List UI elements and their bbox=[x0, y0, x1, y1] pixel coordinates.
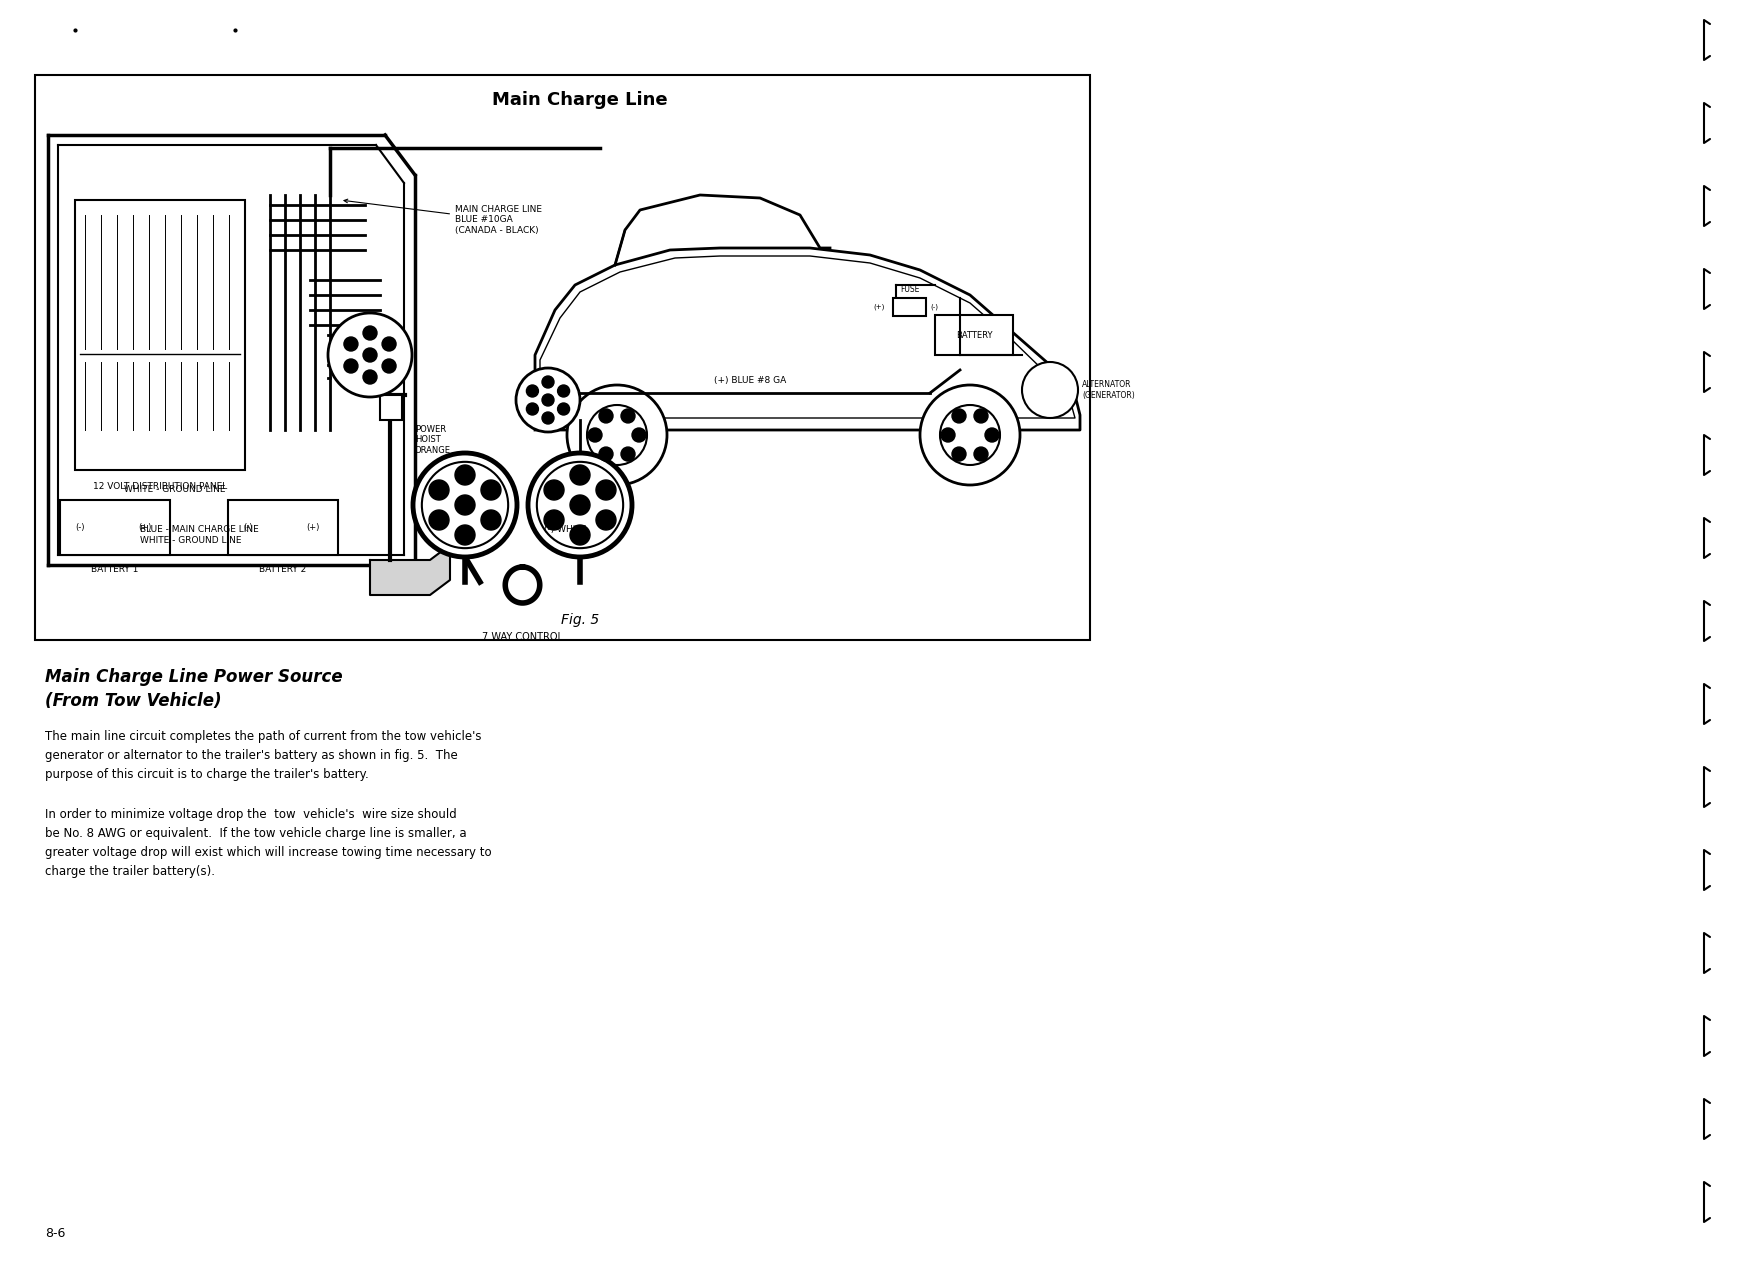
Circle shape bbox=[557, 403, 570, 414]
Circle shape bbox=[587, 405, 647, 465]
Circle shape bbox=[414, 453, 517, 557]
Bar bbox=[934, 315, 1013, 354]
Text: (+): (+) bbox=[307, 523, 319, 532]
Circle shape bbox=[600, 409, 614, 423]
Circle shape bbox=[920, 385, 1020, 484]
Text: 7 WAY CONTROL: 7 WAY CONTROL bbox=[482, 632, 563, 643]
Bar bbox=[380, 395, 401, 419]
Circle shape bbox=[429, 479, 449, 500]
Text: (-): (-) bbox=[244, 523, 252, 532]
Circle shape bbox=[633, 428, 647, 442]
Circle shape bbox=[596, 510, 615, 530]
Text: (+): (+) bbox=[138, 523, 153, 532]
Circle shape bbox=[941, 428, 955, 442]
Bar bbox=[60, 500, 170, 555]
Bar bbox=[35, 75, 1090, 640]
Text: WHITE - GROUND LINE: WHITE - GROUND LINE bbox=[124, 486, 226, 495]
Circle shape bbox=[985, 428, 999, 442]
Circle shape bbox=[328, 312, 412, 397]
Circle shape bbox=[344, 360, 358, 374]
Text: POWER
HOIST
ORANGE: POWER HOIST ORANGE bbox=[415, 425, 451, 455]
Circle shape bbox=[566, 385, 666, 484]
Circle shape bbox=[363, 348, 377, 362]
Circle shape bbox=[344, 337, 358, 351]
Text: (From Tow Vehicle): (From Tow Vehicle) bbox=[46, 692, 221, 710]
Bar bbox=[892, 298, 926, 316]
Text: (-): (-) bbox=[931, 303, 938, 310]
Circle shape bbox=[621, 448, 635, 462]
Text: Fig. 5: Fig. 5 bbox=[561, 613, 600, 627]
Circle shape bbox=[542, 412, 554, 425]
Circle shape bbox=[542, 394, 554, 405]
Circle shape bbox=[363, 370, 377, 384]
Circle shape bbox=[543, 510, 564, 530]
Text: MAIN CHARGE LINE
BLUE #10GA
(CANADA - BLACK): MAIN CHARGE LINE BLUE #10GA (CANADA - BL… bbox=[344, 199, 542, 235]
Text: BATTERY 1: BATTERY 1 bbox=[91, 565, 138, 574]
Polygon shape bbox=[535, 249, 1080, 430]
Circle shape bbox=[526, 385, 538, 397]
Bar bbox=[228, 500, 338, 555]
Text: Main Charge Line: Main Charge Line bbox=[493, 91, 668, 108]
Circle shape bbox=[363, 326, 377, 340]
Text: BATTERY: BATTERY bbox=[955, 330, 992, 339]
Circle shape bbox=[422, 462, 508, 548]
Circle shape bbox=[456, 525, 475, 544]
Text: (-): (-) bbox=[75, 523, 84, 532]
Text: (-) WHITE: (-) WHITE bbox=[543, 525, 586, 534]
Bar bbox=[75, 200, 245, 470]
Circle shape bbox=[940, 405, 999, 465]
Circle shape bbox=[480, 510, 501, 530]
Circle shape bbox=[1022, 362, 1078, 418]
Circle shape bbox=[382, 360, 396, 374]
Circle shape bbox=[952, 448, 966, 462]
Text: BATTERY 2: BATTERY 2 bbox=[259, 565, 307, 574]
Circle shape bbox=[596, 479, 615, 500]
Circle shape bbox=[429, 510, 449, 530]
Text: (+) BLUE #8 GA: (+) BLUE #8 GA bbox=[713, 376, 785, 385]
Circle shape bbox=[975, 448, 989, 462]
Circle shape bbox=[557, 385, 570, 397]
Circle shape bbox=[952, 409, 966, 423]
Circle shape bbox=[975, 409, 989, 423]
Circle shape bbox=[536, 462, 622, 548]
Circle shape bbox=[570, 495, 591, 515]
Circle shape bbox=[570, 525, 591, 544]
Circle shape bbox=[570, 465, 591, 484]
Circle shape bbox=[382, 337, 396, 351]
Text: In order to minimize voltage drop the  tow  vehicle's  wire size should
be No. 8: In order to minimize voltage drop the to… bbox=[46, 808, 491, 878]
Circle shape bbox=[515, 368, 580, 432]
Circle shape bbox=[480, 479, 501, 500]
Text: The main line circuit completes the path of current from the tow vehicle's
gener: The main line circuit completes the path… bbox=[46, 731, 482, 782]
Text: 8-6: 8-6 bbox=[46, 1227, 65, 1241]
Circle shape bbox=[456, 495, 475, 515]
Text: FUSE: FUSE bbox=[899, 286, 919, 295]
Circle shape bbox=[587, 428, 601, 442]
Text: 12 VOLT DISTRIBUTION PANEL: 12 VOLT DISTRIBUTION PANEL bbox=[93, 482, 228, 491]
Circle shape bbox=[526, 403, 538, 414]
Text: Main Charge Line Power Source: Main Charge Line Power Source bbox=[46, 668, 342, 686]
Text: ALTERNATOR
(GENERATOR): ALTERNATOR (GENERATOR) bbox=[1082, 380, 1134, 399]
Circle shape bbox=[600, 448, 614, 462]
Circle shape bbox=[542, 376, 554, 388]
Circle shape bbox=[456, 465, 475, 484]
Circle shape bbox=[528, 453, 633, 557]
Circle shape bbox=[543, 479, 564, 500]
Text: BLUE - MAIN CHARGE LINE
WHITE - GROUND LINE: BLUE - MAIN CHARGE LINE WHITE - GROUND L… bbox=[140, 525, 259, 544]
Circle shape bbox=[621, 409, 635, 423]
Polygon shape bbox=[370, 544, 451, 595]
Text: (+): (+) bbox=[873, 303, 885, 310]
